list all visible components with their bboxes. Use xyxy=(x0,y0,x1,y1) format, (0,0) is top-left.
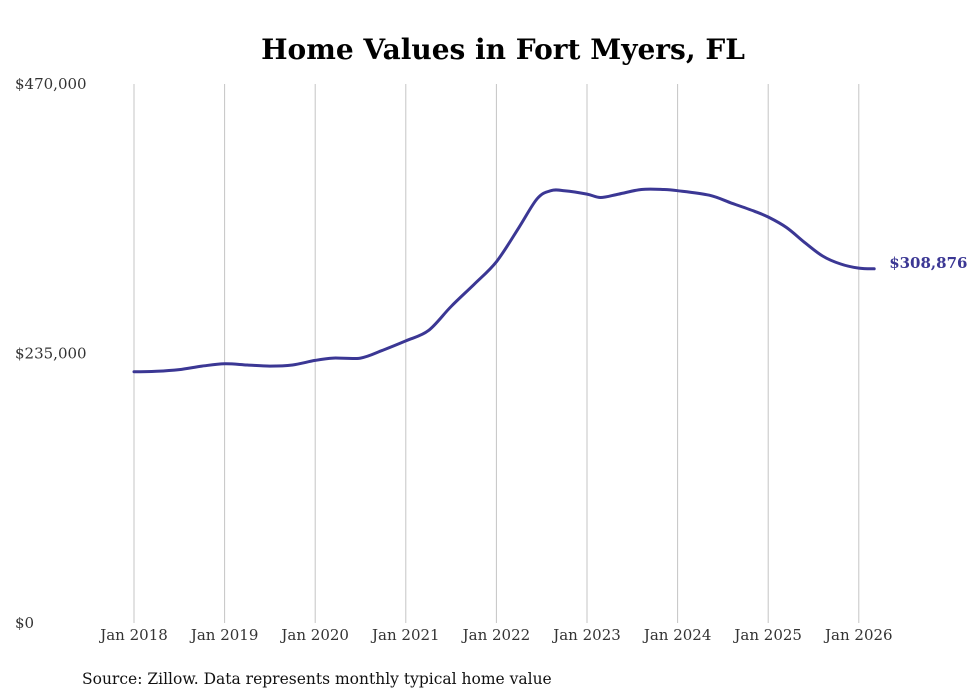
x-tick-label: Jan 2018 xyxy=(98,626,168,644)
source-note: Source: Zillow. Data represents monthly … xyxy=(82,670,552,688)
x-tick-label: Jan 2019 xyxy=(189,626,259,644)
x-tick-label: Jan 2025 xyxy=(732,626,802,644)
x-axis-ticks: Jan 2018 Jan 2019 Jan 2020 Jan 2021 Jan 2022… xyxy=(98,626,892,644)
x-tick-label: Jan 2023 xyxy=(551,626,621,644)
y-tick-label: $470,000 xyxy=(15,75,87,93)
x-tick-label: Jan 2022 xyxy=(461,626,531,644)
x-tick-label: Jan 2020 xyxy=(279,626,349,644)
series-line-home-value xyxy=(132,187,876,374)
grid-lines xyxy=(133,84,860,623)
y-tick-label: $235,000 xyxy=(15,345,87,363)
y-tick-label: $0 xyxy=(15,614,34,632)
x-tick-label: Jan 2024 xyxy=(642,626,712,644)
x-tick-label: Jan 2021 xyxy=(370,626,440,644)
x-tick-label: Jan 2026 xyxy=(823,626,893,644)
chart-title: Home Values in Fort Myers, FL xyxy=(261,33,745,66)
end-value-label: $308,876 xyxy=(889,254,967,272)
y-axis-ticks: $0 $235,000 $470,000 xyxy=(15,75,87,632)
